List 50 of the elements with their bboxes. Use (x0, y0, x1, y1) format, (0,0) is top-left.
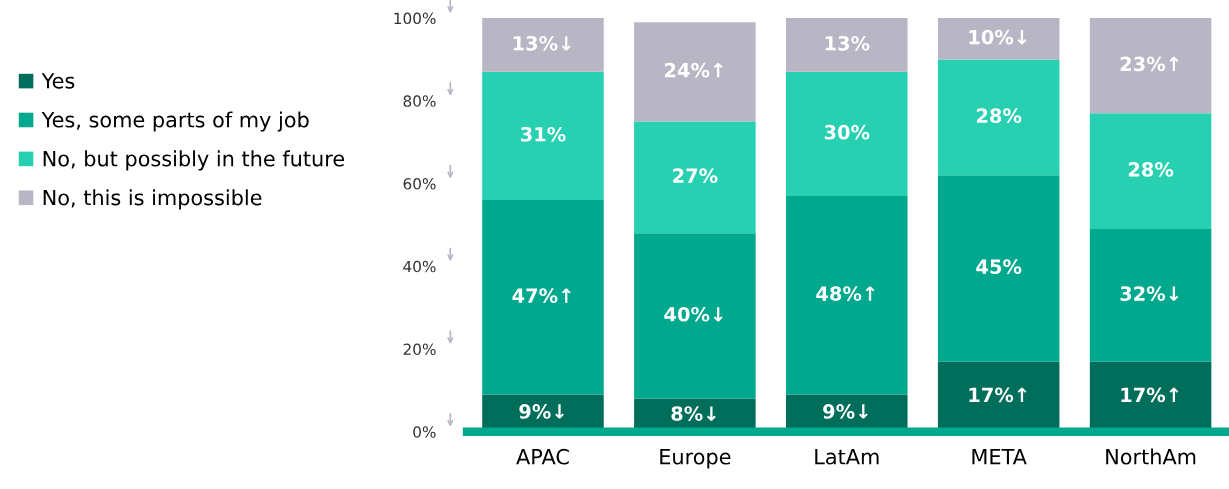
bar (937, 59, 1060, 176)
bar (634, 233, 756, 399)
y-tick-label: 0% (413, 426, 436, 438)
bar (634, 22, 756, 122)
legend-label: Yes, some parts of my job (41, 111, 309, 132)
x-tick-label: APAC (516, 448, 569, 465)
data-label: 28% (1128, 162, 1174, 177)
bar (482, 71, 604, 201)
data-label: 47%↑ (512, 288, 571, 303)
y-tick-label: 80% (403, 95, 436, 107)
data-label: 8%↓ (671, 406, 716, 421)
x-tick-label: META (972, 449, 1027, 465)
data-label: 28% (976, 108, 1022, 124)
data-label: 24%↑ (665, 62, 723, 78)
legend-label: Yes (41, 73, 75, 89)
data-label: 23%↑ (1120, 56, 1179, 72)
data-label: 32%↓ (1120, 286, 1179, 301)
y-tick-label: 60% (403, 178, 436, 190)
data-label: 13%↓ (513, 35, 571, 51)
data-label: 17%↑ (969, 387, 1027, 403)
data-label: 30% (824, 124, 870, 140)
data-label: 10%↓ (969, 29, 1027, 45)
data-label: 45% (976, 259, 1022, 275)
x-tick-label: NorthAm (1106, 448, 1196, 465)
bar (1089, 18, 1212, 114)
y-tick-label: 20% (403, 343, 436, 356)
bar (1089, 113, 1212, 230)
data-label: 9%↓ (823, 404, 868, 419)
y-tick-label: 40% (403, 260, 436, 273)
x-tick-label: LatAm (815, 449, 879, 465)
bar (634, 121, 756, 234)
data-label: 17%↑ (1121, 387, 1179, 403)
data-label: 27% (673, 168, 718, 184)
bar (482, 200, 604, 395)
legend-label: No, this is impossible (43, 189, 262, 210)
data-label: 31% (521, 126, 566, 142)
data-label: 48%↑ (816, 286, 875, 301)
bar (937, 18, 1060, 60)
data-label: 13% (825, 35, 870, 51)
bar (786, 195, 908, 395)
bar (1089, 229, 1212, 362)
legend-label: No, but possibly in the future (43, 150, 345, 171)
data-label: 40%↓ (664, 306, 723, 322)
x-tick-label: Europe (660, 449, 731, 469)
data-label: 9%↓ (519, 404, 564, 419)
bar (786, 18, 908, 72)
bar (937, 175, 1060, 362)
bar (786, 71, 908, 196)
y-tick-label: 100% (394, 12, 436, 25)
bar (482, 18, 604, 72)
